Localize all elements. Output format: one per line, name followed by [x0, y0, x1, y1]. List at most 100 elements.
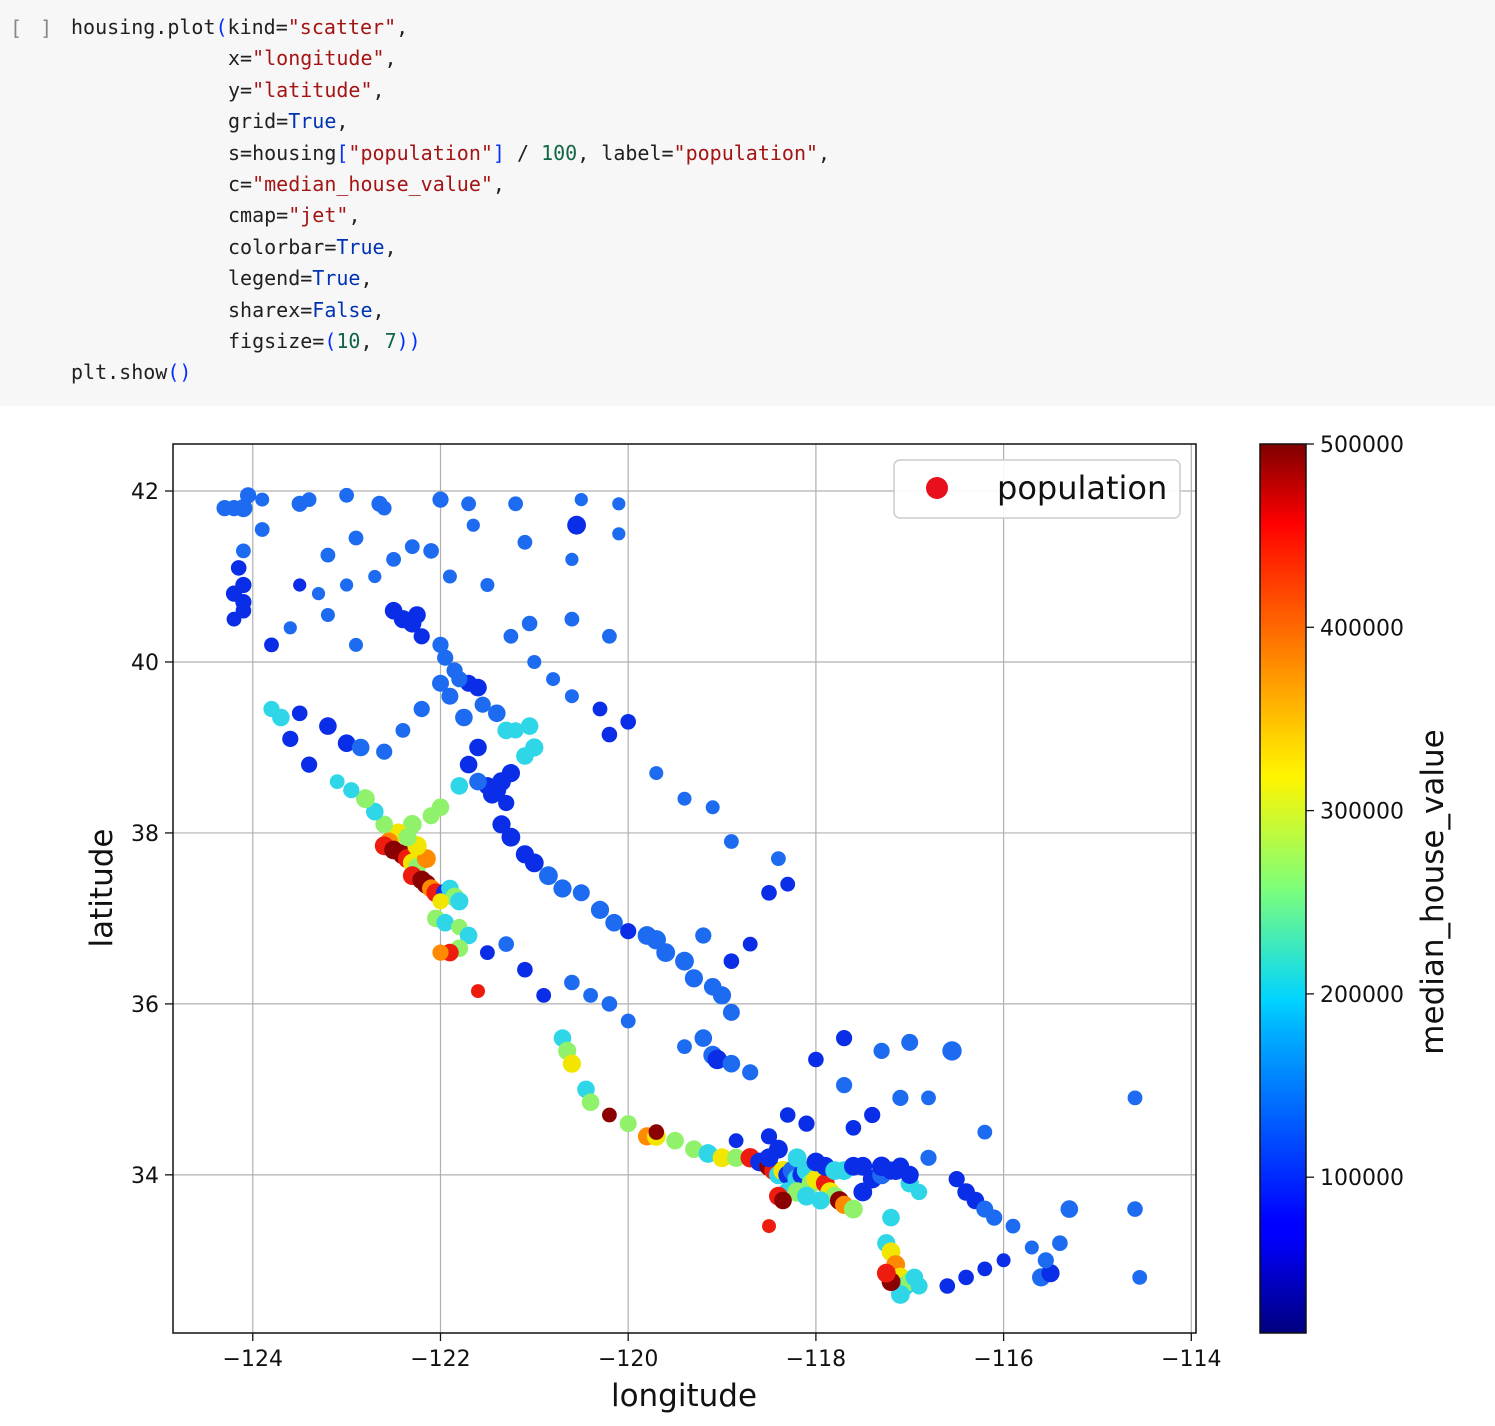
x-tick-label: −120: [598, 1347, 658, 1372]
scatter-point: [480, 945, 495, 960]
scatter-point: [1052, 1235, 1068, 1251]
code-cell[interactable]: [ ] housing.plot(kind="scatter", x="longi…: [0, 0, 1495, 406]
scatter-point: [459, 755, 478, 774]
y-axis-title: latitude: [84, 829, 120, 948]
scatter-point: [226, 611, 242, 627]
scatter-point: [320, 608, 335, 622]
scatter-point: [797, 1186, 816, 1206]
code-line[interactable]: grid=True,: [228, 106, 348, 136]
code-token: "longitude": [252, 46, 385, 71]
cell-output: −124 −122 −120 −118 −116 −114 34 36 38 40 42 long…: [0, 406, 1495, 1426]
code-token: ]: [492, 140, 505, 165]
scatter-point: [339, 487, 354, 503]
scatter-point: [565, 552, 579, 566]
code-line[interactable]: x="longitude",: [228, 43, 397, 73]
scatter-point: [620, 1013, 636, 1029]
scatter-point: [348, 530, 364, 546]
scatter-point: [882, 1208, 900, 1227]
scatter-point: [524, 853, 544, 873]
colorbar-gradient: [1259, 443, 1307, 1334]
scatter-point: [423, 543, 439, 559]
scatter-point: [507, 722, 524, 739]
scatter-point: [508, 496, 523, 512]
colorbar-ticks: 100000 200000 300000 400000 500000: [1306, 433, 1404, 1191]
scatter-point: [450, 777, 469, 795]
scatter-point: [349, 637, 363, 652]
scatter-point: [293, 578, 307, 592]
scatter-point: [230, 560, 247, 576]
code-line[interactable]: cmap="jet",: [228, 200, 360, 230]
scatter-point: [216, 500, 233, 517]
code-line[interactable]: sharex=False,: [228, 295, 385, 325]
code-token: ,: [360, 329, 385, 353]
scatter-point: [422, 807, 440, 825]
scatter-point: [469, 678, 487, 697]
scatter-point: [1127, 1090, 1143, 1106]
code-token: ,: [384, 234, 397, 259]
colorbar-tick-label: 500000: [1320, 433, 1404, 458]
scatter-point: [592, 701, 608, 717]
y-tick-label: 38: [131, 822, 159, 847]
grid-lines: [173, 444, 1196, 1333]
scatter-point: [901, 1033, 919, 1051]
scatter-point: [469, 772, 487, 791]
code-token: s=housing: [228, 140, 337, 165]
code-line[interactable]: legend=True,: [228, 263, 373, 293]
scatter-point: [291, 705, 308, 722]
code-token: "scatter": [287, 15, 397, 39]
scatter-point: [432, 636, 449, 653]
cell-run-prompt[interactable]: [ ]: [10, 16, 56, 40]
scatter-point: [684, 969, 704, 988]
scatter-point: [320, 547, 336, 563]
code-line[interactable]: y="latitude",: [228, 75, 385, 105]
code-line[interactable]: plt.show(): [71, 357, 191, 387]
colorbar: 100000 200000 300000 400000 500000 median_ho…: [1259, 433, 1451, 1334]
scatter-point: [620, 923, 637, 940]
scatter-point: [836, 1030, 853, 1047]
scatter-point: [712, 1148, 732, 1168]
scatter-point: [240, 487, 257, 504]
scatter-point: [769, 1139, 788, 1159]
code-line[interactable]: figsize=(10, 7)): [228, 326, 421, 356]
code-line[interactable]: c="median_house_value",: [228, 169, 505, 199]
scatter-point: [675, 951, 694, 971]
scatter-point: [517, 534, 533, 550]
code-token: "population": [673, 140, 819, 165]
code-line[interactable]: s=housing["population"] / 100, label="po…: [228, 138, 830, 168]
scatter-point: [488, 704, 506, 723]
scatter-point: [546, 672, 561, 687]
code-line[interactable]: housing.plot(kind="scatter",: [71, 12, 408, 42]
scatter-point: [572, 884, 590, 902]
scatter-point: [553, 879, 572, 898]
scatter-point: [564, 611, 580, 627]
scatter-point: [450, 892, 469, 911]
code-token: "median_house_value": [252, 172, 493, 196]
code-token: /: [504, 140, 542, 165]
scatter-point: [442, 569, 457, 584]
code-token: False: [312, 297, 373, 322]
scatter-point: [432, 893, 449, 910]
scatter-point: [948, 1171, 965, 1188]
y-axis: 34 36 38 40 42: [131, 480, 173, 1189]
scatter-point: [844, 1199, 863, 1219]
scatter-point: [376, 743, 393, 760]
scatter-point: [648, 1124, 665, 1140]
scatter-point: [864, 1106, 881, 1124]
code-token: ,: [384, 46, 397, 71]
x-tick-label: −116: [973, 1347, 1033, 1372]
scatter-point: [1024, 1240, 1039, 1255]
scatter-point: [386, 552, 401, 567]
scatter-point: [539, 866, 558, 886]
y-tick-label: 34: [131, 1164, 159, 1189]
scatter-point: [521, 615, 538, 632]
code-line[interactable]: colorbar=True,: [228, 232, 397, 262]
scatter-point: [602, 628, 617, 644]
scatter-point: [1005, 1218, 1021, 1234]
scatter-point: [520, 717, 539, 735]
scatter-point: [605, 913, 623, 932]
code-token: "population": [348, 140, 493, 165]
colorbar-tick-label: 300000: [1320, 800, 1404, 825]
scatter-point: [996, 1253, 1011, 1268]
scatter-point: [517, 961, 533, 978]
colorbar-tick-label: 100000: [1320, 1166, 1404, 1191]
